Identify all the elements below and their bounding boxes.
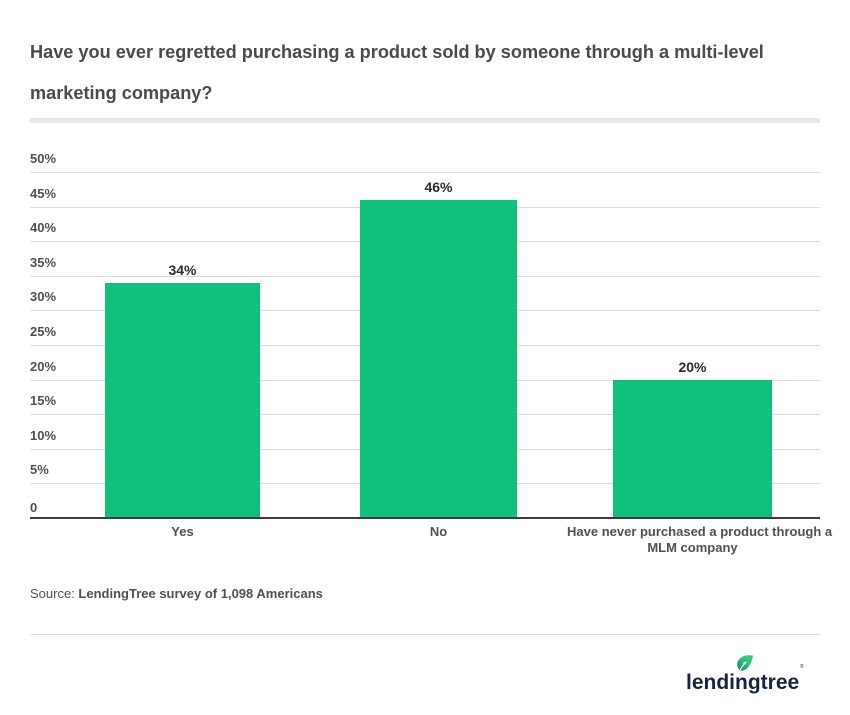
svg-text:lendingtree: lendingtree <box>686 671 799 694</box>
svg-text:®: ® <box>800 663 804 670</box>
